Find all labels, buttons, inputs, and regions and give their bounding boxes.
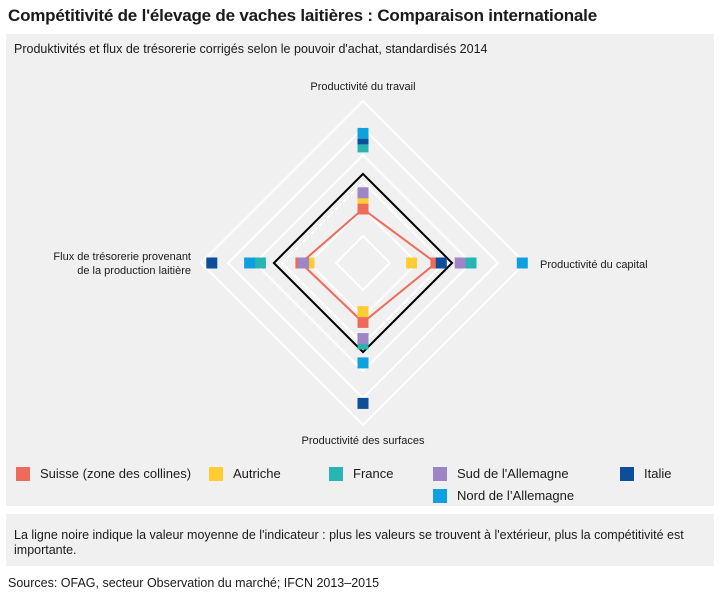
legend-item: Sud de l'Allemagne (433, 466, 569, 481)
chart-panel (6, 34, 714, 506)
legend-label: Suisse (zone des collines) (40, 466, 192, 481)
grid-ring (307, 207, 419, 319)
grid-ring (334, 234, 392, 292)
legend-item: Italie (620, 466, 671, 481)
chart-note: La ligne noire indique la valeur moyenne… (14, 528, 684, 557)
legend-swatch (209, 466, 223, 481)
note-box (6, 514, 714, 566)
marker-s5-a2 (357, 357, 369, 369)
marker-s1-a1 (406, 257, 418, 269)
axis-label-top: Productivité du travail (310, 81, 415, 93)
marker-s5-a0 (357, 127, 369, 139)
axis-label-bottom: Productivité des surfaces (302, 435, 425, 447)
marker-s5-a1 (516, 257, 528, 269)
axis-labels: Productivité du travail Productivité du c… (53, 81, 647, 447)
legend-label: Sud de l'Allemagne (457, 466, 569, 481)
legend-item: Autriche (209, 466, 281, 481)
legend-item: Nord de l’Allemagne (433, 488, 574, 503)
axis-label-left: Flux de trésorerie provenant de la produc… (53, 251, 191, 277)
legend-swatch (16, 466, 30, 481)
marker-s5-a3 (244, 257, 256, 269)
marker-s4-a2 (357, 397, 369, 409)
chart-subtitle: Produktivités et flux de trésorerie corr… (14, 42, 488, 56)
chart-source: Sources: OFAG, secteur Observation du ma… (8, 576, 380, 590)
marker-s2-a1 (465, 257, 477, 269)
marker-s2-a3 (254, 257, 266, 269)
average-line (272, 172, 454, 354)
average-polygon (272, 172, 454, 354)
marker-s3-a3 (298, 257, 310, 269)
marker-s1-a2 (357, 306, 369, 318)
marker-s3-a1 (454, 257, 466, 269)
marker-s0-a2 (357, 316, 369, 328)
marker-s3-a0 (357, 187, 369, 199)
legend-label: France (353, 466, 394, 481)
legend-item: France (329, 466, 393, 481)
radar-chart: Productivité du travail Productivité du c… (53, 81, 647, 447)
legend-swatch (329, 466, 343, 481)
legend-label: Autriche (233, 466, 281, 481)
legend-label: Italie (644, 466, 672, 481)
axis-label-right: Productivité du capital (540, 259, 648, 271)
legend-swatch (433, 488, 447, 503)
marker-s0-a0 (357, 203, 369, 215)
grid-ring (199, 99, 527, 427)
grid-ring (253, 153, 473, 373)
legend-label: Nord de l’Allemagne (457, 488, 575, 503)
chart-title: Compétitivité de l'élevage de vaches lai… (8, 6, 597, 25)
marker-s4-a3 (206, 257, 218, 269)
series-markers (206, 127, 528, 409)
marker-s4-a1 (435, 257, 447, 269)
legend: Suisse (zone des collines) Autriche France… (16, 466, 706, 512)
legend-swatch (620, 466, 634, 481)
legend-swatch (433, 466, 447, 481)
marker-s2-a0 (357, 141, 369, 153)
marker-s3-a2 (357, 333, 369, 345)
legend-item: Suisse (zone des collines) (16, 466, 191, 481)
